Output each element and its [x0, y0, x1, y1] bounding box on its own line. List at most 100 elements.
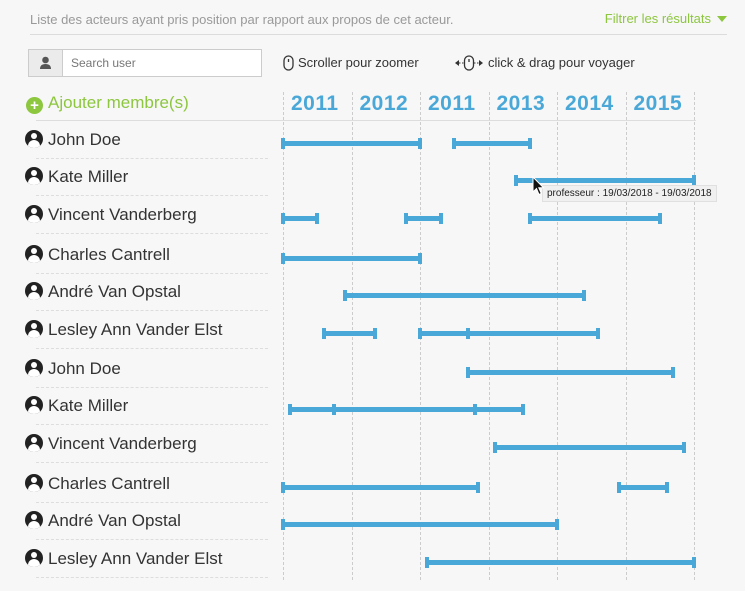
bar-endpoint-handle[interactable] [315, 213, 320, 224]
bar-endpoint-handle[interactable] [418, 253, 422, 264]
bar-midpoint-handle[interactable] [465, 328, 470, 339]
timeline-bar[interactable] [495, 445, 684, 450]
member-row-label[interactable]: Charles Cantrell [25, 474, 170, 494]
year-label: 2011 [291, 92, 339, 115]
bar-endpoint-handle[interactable] [520, 404, 525, 415]
row-separator [36, 233, 268, 234]
bar-endpoint-handle[interactable] [438, 213, 443, 224]
bar-endpoint-handle[interactable] [342, 290, 347, 301]
member-row-label[interactable]: Charles Cantrell [25, 245, 170, 265]
member-name: André Van Opstal [48, 282, 181, 301]
zoom-hint: Scroller pour zoomer [283, 54, 419, 72]
bar-endpoint-handle[interactable] [681, 442, 686, 453]
row-separator [36, 424, 268, 425]
bar-endpoint-handle[interactable] [281, 482, 285, 493]
member-row-label[interactable]: Vincent Vanderberg [25, 434, 197, 454]
member-row-label[interactable]: John Doe [25, 359, 121, 379]
timeline-bar[interactable] [426, 560, 694, 565]
timeline-bar[interactable] [406, 216, 441, 221]
bar-endpoint-handle[interactable] [476, 482, 481, 493]
zoom-hint-text: Scroller pour zoomer [298, 55, 419, 70]
year-gridline [283, 92, 284, 580]
drag-hint-text: click & drag pour voyager [488, 55, 635, 70]
member-row-label[interactable]: Vincent Vanderberg [25, 205, 197, 225]
bar-midpoint-handle[interactable] [332, 404, 337, 415]
bar-endpoint-handle[interactable] [596, 328, 601, 339]
bar-endpoint-handle[interactable] [692, 557, 696, 568]
year-label: 2013 [496, 92, 546, 115]
bar-endpoint-handle[interactable] [616, 482, 621, 493]
bar-endpoint-handle[interactable] [527, 138, 532, 149]
bar-endpoint-handle[interactable] [452, 138, 457, 149]
bar-endpoint-handle[interactable] [404, 213, 409, 224]
bar-endpoint-handle[interactable] [373, 328, 378, 339]
bar-endpoint-handle[interactable] [465, 367, 470, 378]
filter-results-button[interactable]: Filtrer les résultats [605, 11, 727, 26]
member-name: Lesley Ann Vander Elst [48, 320, 223, 339]
member-row-label[interactable]: John Doe [25, 130, 121, 150]
year-gridline [489, 92, 490, 580]
member-row-label[interactable]: Kate Miller [25, 396, 128, 416]
timeline-bar[interactable] [515, 178, 694, 183]
add-member-button[interactable]: + Ajouter membre(s) [26, 93, 189, 114]
timeline-bar[interactable] [467, 370, 674, 375]
row-separator [36, 273, 268, 274]
bar-midpoint-handle[interactable] [472, 404, 477, 415]
member-name: Charles Cantrell [48, 474, 170, 493]
timeline-bar[interactable] [283, 485, 479, 490]
bar-endpoint-handle[interactable] [657, 213, 662, 224]
bar-endpoint-handle[interactable] [513, 175, 518, 186]
bar-endpoint-handle[interactable] [281, 213, 285, 224]
bar-endpoint-handle[interactable] [664, 482, 669, 493]
bar-endpoint-handle[interactable] [424, 557, 429, 568]
member-name: John Doe [48, 359, 121, 378]
timeline-bar[interactable] [283, 216, 318, 221]
member-row-label[interactable]: Lesley Ann Vander Elst [25, 320, 223, 340]
member-name: Vincent Vanderberg [48, 434, 197, 453]
year-label: 2012 [359, 92, 409, 115]
member-row-label[interactable]: André Van Opstal [25, 511, 181, 531]
row-separator [36, 462, 268, 463]
year-gridline [626, 92, 627, 580]
year-gridline [694, 92, 695, 580]
member-name: Kate Miller [48, 396, 129, 415]
timeline-bar[interactable] [283, 141, 420, 146]
member-row-label[interactable]: André Van Opstal [25, 282, 181, 302]
bar-endpoint-handle[interactable] [555, 519, 559, 530]
timeline-bar[interactable] [454, 141, 530, 146]
avatar-icon [25, 130, 43, 148]
plus-circle-icon: + [26, 97, 43, 114]
timeline-bar[interactable] [283, 256, 420, 261]
member-row-label[interactable]: Lesley Ann Vander Elst [25, 549, 223, 569]
timeline-bar[interactable] [289, 407, 523, 412]
avatar-icon [25, 549, 43, 567]
bar-endpoint-handle[interactable] [281, 253, 285, 264]
bar-endpoint-handle[interactable] [493, 442, 498, 453]
year-label: 2011 [428, 92, 476, 115]
bar-endpoint-handle[interactable] [671, 367, 676, 378]
avatar-icon [25, 359, 43, 377]
bar-endpoint-handle[interactable] [527, 213, 532, 224]
bar-endpoint-handle[interactable] [281, 519, 285, 530]
member-row-label[interactable]: Kate Miller [25, 167, 128, 187]
timeline-bar[interactable] [420, 331, 599, 336]
row-separator [36, 348, 268, 349]
bar-endpoint-handle[interactable] [281, 138, 285, 149]
row-separator [36, 195, 268, 196]
bar-endpoint-handle[interactable] [582, 290, 587, 301]
timeline-bar[interactable] [344, 293, 585, 298]
timeline-bar[interactable] [324, 331, 376, 336]
avatar-icon [25, 396, 43, 414]
bar-endpoint-handle[interactable] [287, 404, 292, 415]
search-user-input[interactable] [63, 50, 259, 76]
bar-endpoint-handle[interactable] [418, 138, 422, 149]
bar-endpoint-handle[interactable] [692, 175, 696, 186]
timeline-bar[interactable] [618, 485, 667, 490]
timeline-bar[interactable] [529, 216, 660, 221]
bar-endpoint-handle[interactable] [322, 328, 327, 339]
filter-label: Filtrer les résultats [604, 11, 711, 26]
timeline-bar[interactable] [283, 522, 557, 527]
row-separator [36, 577, 268, 578]
bar-endpoint-handle[interactable] [418, 328, 422, 339]
avatar-icon [25, 167, 43, 185]
